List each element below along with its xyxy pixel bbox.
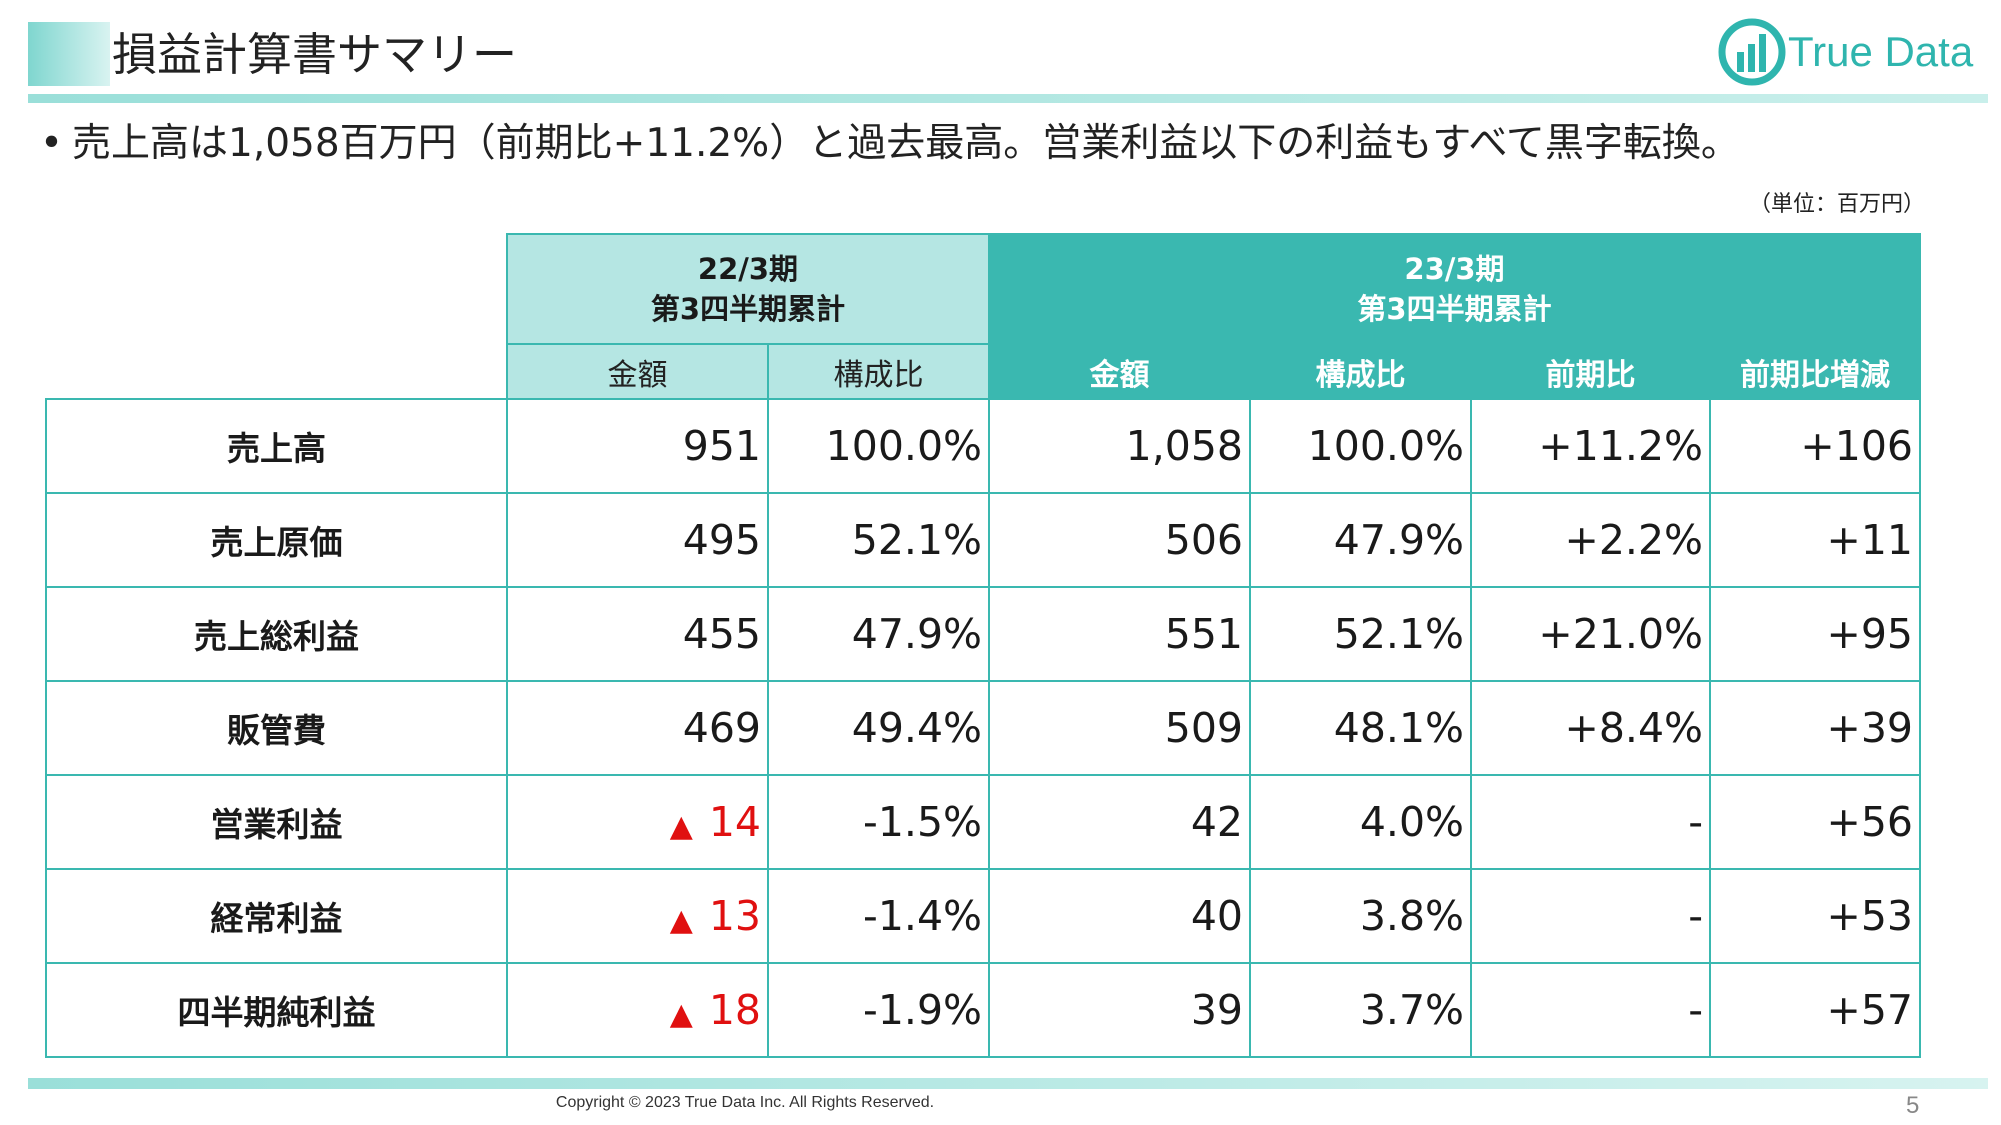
yoy-cell: +11.2% xyxy=(1470,398,1711,494)
yoy-diff-cell: +95 xyxy=(1709,586,1921,682)
prev-ratio-cell: -1.4% xyxy=(767,868,990,964)
cur-amount-cell: 39 xyxy=(988,962,1251,1058)
cur-ratio-cell: 100.0% xyxy=(1249,398,1472,494)
cur-ratio-header: 構成比 xyxy=(1249,343,1472,400)
negative-triangle-icon: ▲ xyxy=(669,809,693,844)
row-label: 経常利益 xyxy=(45,868,508,964)
cur-ratio-cell: 4.0% xyxy=(1249,774,1472,870)
income-statement-table: 22/3期 第3四半期累計 23/3期 第3四半期累計 金額 構成比 金額 構成… xyxy=(45,233,1921,1058)
cur-amount-cell: 506 xyxy=(988,492,1251,588)
prev-amount-cell: 455 xyxy=(506,586,769,682)
yoy-diff-cell: +57 xyxy=(1709,962,1921,1058)
title-accent-bar xyxy=(28,22,110,86)
cur-amount-cell: 1,058 xyxy=(988,398,1251,494)
yoy-diff-cell: +11 xyxy=(1709,492,1921,588)
prev-amount-cell: 469 xyxy=(506,680,769,776)
cur-ratio-cell: 48.1% xyxy=(1249,680,1472,776)
truedata-chart-logo-icon xyxy=(1718,18,1786,86)
cur-ratio-cell: 52.1% xyxy=(1249,586,1472,682)
row-label: 売上高 xyxy=(45,398,508,494)
cur-amount-cell: 42 xyxy=(988,774,1251,870)
cur-period-header: 23/3期 第3四半期累計 xyxy=(988,233,1921,345)
prev-ratio-cell: 100.0% xyxy=(767,398,990,494)
row-label: 四半期純利益 xyxy=(45,962,508,1058)
yoy-cell: - xyxy=(1470,962,1711,1058)
table-body: 売上高 951 100.0% 1,058 100.0% +11.2% +106 売上原価 495… xyxy=(45,398,1921,1058)
prev-period-label: 22/3期 xyxy=(697,252,799,286)
yoy-diff-cell: +39 xyxy=(1709,680,1921,776)
row-label: 販管費 xyxy=(45,680,508,776)
row-label: 売上原価 xyxy=(45,492,508,588)
table-row: 売上原価 495 52.1% 506 47.9% +2.2% +11 xyxy=(45,492,1921,588)
prev-ratio-header: 構成比 xyxy=(767,343,990,400)
prev-amount-cell: 951 xyxy=(506,398,769,494)
yoy-diff-cell: +56 xyxy=(1709,774,1921,870)
logo-text: True Data xyxy=(1788,28,1974,75)
header-divider xyxy=(28,94,1988,103)
yoy-diff-cell: +53 xyxy=(1709,868,1921,964)
prev-ratio-cell: 47.9% xyxy=(767,586,990,682)
yoy-cell: - xyxy=(1470,774,1711,870)
copyright-text: Copyright © 2023 True Data Inc. All Righ… xyxy=(555,1094,935,1111)
yoy-cell: +2.2% xyxy=(1470,492,1711,588)
prev-amount-header: 金額 xyxy=(506,343,769,400)
prev-amount-cell: 495 xyxy=(506,492,769,588)
cur-ratio-cell: 3.8% xyxy=(1249,868,1472,964)
yoy-cell: +8.4% xyxy=(1470,680,1711,776)
prev-amount-value: 18 xyxy=(708,986,761,1034)
yoy-cell: +21.0% xyxy=(1470,586,1711,682)
bullet-dot-icon: • xyxy=(40,121,64,166)
table-corner xyxy=(46,234,507,399)
table-row: 四半期純利益 ▲ 18 -1.9% 39 3.7% - +57 xyxy=(45,962,1921,1058)
cur-ratio-cell: 47.9% xyxy=(1249,492,1472,588)
table-row: 販管費 469 49.4% 509 48.1% +8.4% +39 xyxy=(45,680,1921,776)
prev-ratio-cell: 52.1% xyxy=(767,492,990,588)
summary-bullet: • 売上高は1,058百万円（前期比+11.2%）と過去最高。営業利益以下の利益も… xyxy=(40,118,1740,170)
prev-amount-value: 13 xyxy=(708,892,761,940)
table-row: 売上総利益 455 47.9% 551 52.1% +21.0% +95 xyxy=(45,586,1921,682)
negative-triangle-icon: ▲ xyxy=(669,997,693,1032)
row-label: 売上総利益 xyxy=(45,586,508,682)
table-row: 営業利益 ▲ 14 -1.5% 42 4.0% - +56 xyxy=(45,774,1921,870)
summary-text: 売上高は1,058百万円（前期比+11.2%）と過去最高。営業利益以下の利益もす… xyxy=(72,121,1740,166)
prev-amount-cell: ▲ 18 xyxy=(506,962,769,1058)
cur-amount-cell: 509 xyxy=(988,680,1251,776)
prev-amount-cell: ▲ 13 xyxy=(506,868,769,964)
prev-amount-value: 14 xyxy=(708,798,761,846)
prev-period-header: 22/3期 第3四半期累計 xyxy=(506,233,990,345)
prev-ratio-cell: 49.4% xyxy=(767,680,990,776)
cur-amount-cell: 551 xyxy=(988,586,1251,682)
footer-divider xyxy=(28,1078,1988,1089)
cur-amount-cell: 40 xyxy=(988,868,1251,964)
yoy-cell: - xyxy=(1470,868,1711,964)
cur-amount-header: 金額 xyxy=(988,343,1251,400)
prev-ratio-cell: -1.9% xyxy=(767,962,990,1058)
page-title: 損益計算書サマリー xyxy=(112,28,518,81)
cur-period-sub: 第3四半期累計 xyxy=(1357,292,1552,326)
unit-note: （単位：百万円） xyxy=(1748,192,1925,217)
table-row: 経常利益 ▲ 13 -1.4% 40 3.8% - +53 xyxy=(45,868,1921,964)
prev-amount-cell: ▲ 14 xyxy=(506,774,769,870)
prev-period-sub: 第3四半期累計 xyxy=(650,292,846,326)
table-row: 売上高 951 100.0% 1,058 100.0% +11.2% +106 xyxy=(45,398,1921,494)
cur-period-label: 23/3期 xyxy=(1404,252,1505,286)
cur-ratio-cell: 3.7% xyxy=(1249,962,1472,1058)
prev-ratio-cell: -1.5% xyxy=(767,774,990,870)
yoy-diff-header: 前期比増減 xyxy=(1709,343,1921,400)
yoy-diff-cell: +106 xyxy=(1709,398,1921,494)
page-number: 5 xyxy=(1906,1092,1920,1119)
yoy-header: 前期比 xyxy=(1470,343,1711,400)
negative-triangle-icon: ▲ xyxy=(669,903,693,938)
row-label: 営業利益 xyxy=(45,774,508,870)
